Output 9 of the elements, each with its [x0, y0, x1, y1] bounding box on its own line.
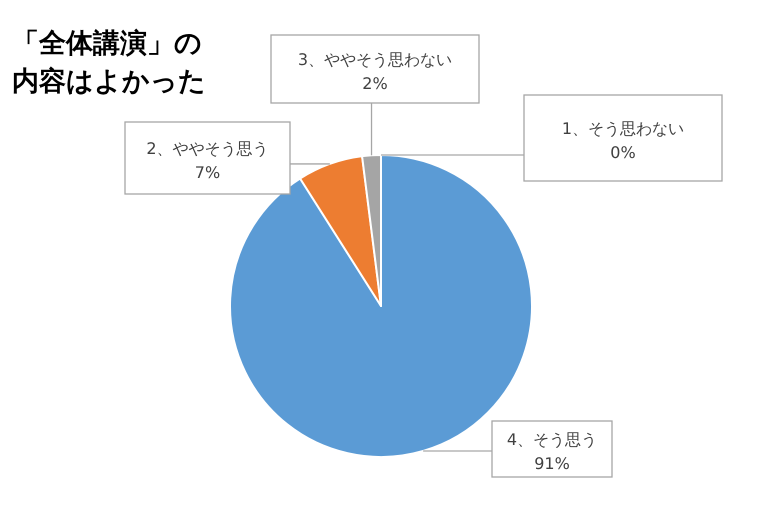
slice-label: 2、ややそう思う [146, 139, 269, 158]
slice-label: 4、そう思う [506, 430, 598, 449]
slice-label: 3、ややそう思わない [298, 50, 452, 69]
category-label: 1、そう思わない [562, 119, 684, 138]
data-label: 91% [534, 454, 570, 473]
text: 0% [610, 143, 636, 162]
data-label: 7% [194, 163, 220, 182]
data-label: 2% [362, 74, 388, 93]
chart-title: 「全体講演」の内容はよかった [12, 28, 206, 97]
